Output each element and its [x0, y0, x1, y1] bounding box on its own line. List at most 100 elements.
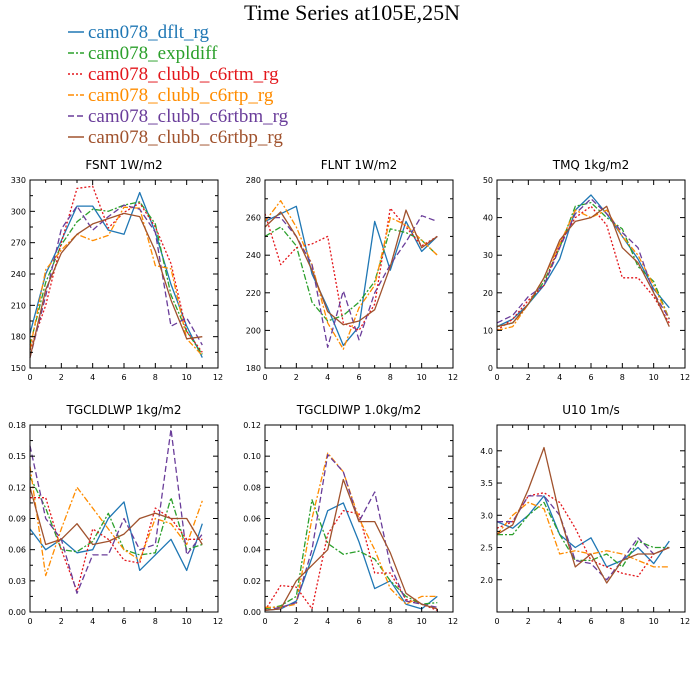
legend-entry: cam078_clubb_c6rtm_rg — [68, 64, 279, 85]
y-tick-label: 10 — [483, 326, 493, 335]
series-line — [496, 495, 670, 568]
series-line — [29, 185, 203, 353]
legend-entry: cam078_expldiff — [68, 43, 218, 64]
y-tick-label: 240 — [11, 270, 26, 279]
y-tick-label: 180 — [11, 333, 26, 342]
plot-frame — [496, 179, 686, 369]
series-line — [264, 205, 438, 347]
x-tick-label: 12 — [448, 617, 458, 626]
series-line — [496, 446, 670, 584]
x-tick-label: 4 — [325, 617, 330, 626]
x-tick-label: 4 — [557, 373, 562, 382]
series-line — [29, 204, 203, 358]
x-tick-label: 10 — [417, 617, 427, 626]
y-tick-label: 280 — [246, 176, 261, 185]
series-line — [29, 206, 203, 356]
chart-panels: FSNT 1W/m20 2 4 6 8 10 12150180210240270300330… — [8, 158, 690, 626]
x-tick-label: 6 — [356, 617, 361, 626]
x-tick-label: 2 — [294, 373, 299, 382]
y-tick-label: 180 — [246, 364, 261, 373]
series-line — [496, 492, 670, 578]
x-tick-label: 6 — [121, 373, 126, 382]
x-tick-label: 12 — [213, 373, 223, 382]
series-line — [265, 452, 438, 608]
x-tick-label: 2 — [59, 373, 64, 382]
series-line — [497, 495, 670, 581]
series-group — [264, 200, 438, 350]
legend-entry: cam078_dflt_rg — [68, 22, 210, 43]
legend-entry: cam078_clubb_c6rtbm_rg — [68, 106, 289, 127]
x-tick-label: 0 — [262, 617, 267, 626]
x-tick-label: 2 — [294, 617, 299, 626]
y-tick-label: 40 — [483, 214, 493, 223]
legend: cam078_dflt_rgcam078_expldiffcam078_club… — [68, 22, 289, 148]
x-tick-label: 8 — [153, 617, 158, 626]
legend-label: cam078_expldiff — [88, 43, 218, 64]
series-line — [264, 499, 438, 610]
chart-panel: U10 1m/s 0 2 4 6 8 10 12 2.0 2.5 3.0 3.5 4.0 — [480, 403, 690, 626]
series-line — [29, 487, 203, 546]
series-line — [496, 501, 670, 568]
x-tick-label: 8 — [388, 617, 393, 626]
series-line — [29, 212, 203, 358]
x-tick-label: 6 — [121, 617, 126, 626]
y-tick-label: 150 — [11, 364, 26, 373]
x-tick-label: 12 — [213, 617, 223, 626]
x-tick-label: 2 — [59, 617, 64, 626]
series-line — [30, 497, 203, 592]
y-tick-label: 0.08 — [243, 483, 261, 492]
y-tick-label: 3.0 — [480, 511, 493, 520]
y-tick-label: 20 — [483, 289, 493, 298]
legend-label: cam078_clubb_c6rtp_rg — [88, 85, 274, 106]
x-tick-label: 2 — [526, 373, 531, 382]
y-tick-label: 2.5 — [480, 544, 493, 553]
series-line — [264, 478, 438, 612]
series-line — [496, 194, 670, 328]
series-line — [497, 501, 670, 568]
y-tick-label: 30 — [483, 251, 493, 260]
y-tick-label: 0 — [488, 364, 493, 373]
y-tick-label: 300 — [11, 207, 26, 216]
y-tick-label: 3.5 — [480, 479, 493, 488]
y-tick-label: 2.0 — [480, 576, 493, 585]
series-line — [29, 476, 203, 556]
y-tick-label: 330 — [11, 176, 26, 185]
y-tick-label: 0.18 — [8, 421, 26, 430]
x-tick-label: 0 — [494, 373, 499, 382]
x-tick-label: 8 — [620, 617, 625, 626]
series-line — [264, 502, 438, 612]
series-group — [496, 194, 670, 332]
y-tick-label: 210 — [11, 301, 26, 310]
legend-entry: cam078_clubb_c6rtp_rg — [68, 85, 274, 106]
x-tick-label: 8 — [620, 373, 625, 382]
x-tick-label: 6 — [588, 373, 593, 382]
y-tick-label: 0.12 — [243, 421, 261, 430]
y-tick-label: 260 — [246, 214, 261, 223]
y-tick-label: 0.02 — [243, 577, 261, 586]
series-group — [29, 185, 203, 358]
legend-label: cam078_clubb_c6rtbm_rg — [88, 106, 289, 127]
series-group — [29, 428, 203, 594]
y-tick-label: 0.03 — [8, 577, 26, 586]
legend-label: cam078_dflt_rg — [88, 22, 210, 43]
panel-title: FLNT 1W/m2 — [321, 158, 398, 172]
legend-label: cam078_clubb_c6rtm_rg — [88, 64, 279, 85]
y-tick-label: 0.10 — [243, 452, 261, 461]
series-line — [264, 207, 438, 332]
x-tick-label: 8 — [153, 373, 158, 382]
x-tick-label: 10 — [182, 373, 192, 382]
series-group — [264, 452, 438, 612]
y-tick-label: 270 — [11, 239, 26, 248]
panel-title: U10 1m/s — [562, 403, 620, 417]
x-tick-label: 12 — [448, 373, 458, 382]
figure-title: Time Series at105E,25N — [244, 0, 460, 25]
x-tick-label: 10 — [417, 373, 427, 382]
series-line — [264, 200, 438, 350]
x-tick-label: 12 — [680, 617, 690, 626]
y-tick-label: 0.04 — [243, 546, 261, 555]
plot-frame — [264, 424, 454, 613]
series-line — [264, 209, 438, 326]
y-tick-label: 0.06 — [8, 546, 26, 555]
legend-entry: cam078_clubb_c6rtbp_rg — [68, 127, 283, 148]
